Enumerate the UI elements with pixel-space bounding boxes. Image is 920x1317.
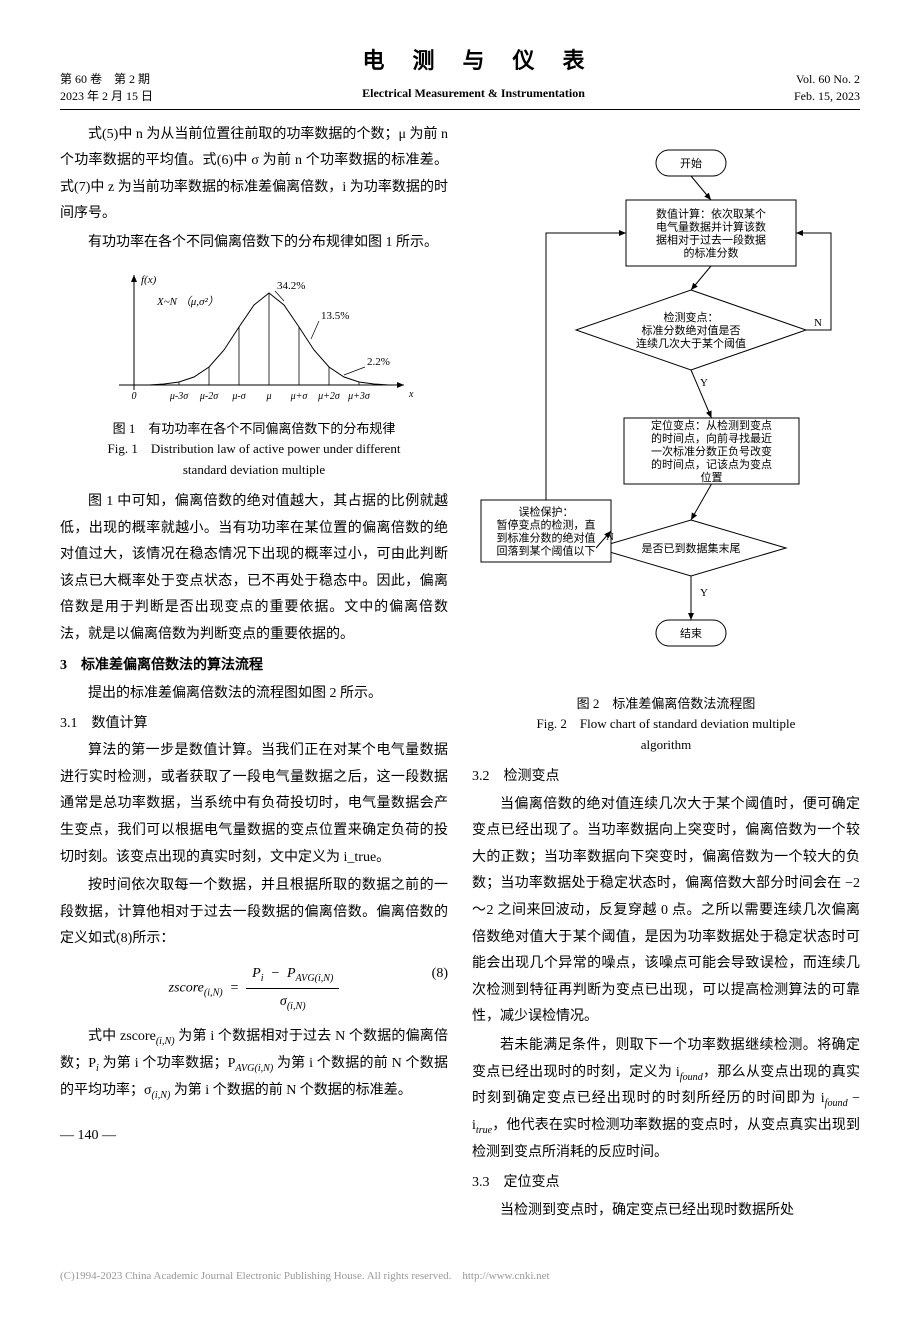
header-center: 电测与仪表 Electrical Measurement & Instrumen… <box>335 40 613 105</box>
normal-dist-chart: 0 μ-3σ μ-2σ μ-σ μ μ+σ μ+2σ μ+3σ x f(x) X~N （μ,σ²） 3… <box>89 265 419 415</box>
svg-text:μ+2σ: μ+2σ <box>317 391 341 402</box>
flowchart: 开始数值计算：依次取某个电气量数据并计算该数据相对于过去一段数据的标准分数检测变… <box>476 130 856 690</box>
fig2-caption-en-2: algorithm <box>472 735 860 756</box>
svg-text:34.2%: 34.2% <box>277 280 305 292</box>
svg-text:μ+σ: μ+σ <box>290 391 309 402</box>
svg-text:f(x): f(x) <box>141 274 157 286</box>
eq-var: σ <box>280 994 287 1009</box>
svg-text:N: N <box>814 317 822 329</box>
svg-text:的标准分数: 的标准分数 <box>684 245 739 259</box>
page-header: 第 60 卷 第 2 期 2023 年 2 月 15 日 电测与仪表 Elect… <box>60 40 860 110</box>
text-run: 为第 i 个数据的前 N 个数据的标准差。 <box>170 1083 412 1098</box>
subsection-3-1: 3.1 数值计算 <box>60 711 448 738</box>
svg-text:暂停变点的检测，直: 暂停变点的检测，直 <box>497 517 596 531</box>
copyright-footer: (C)1994-2023 China Academic Journal Elec… <box>60 1266 860 1287</box>
svg-text:据相对于过去一段数据: 据相对于过去一段数据 <box>656 232 766 246</box>
eq-sub: i <box>261 973 264 984</box>
figure-1: 0 μ-3σ μ-2σ μ-σ μ μ+σ μ+2σ μ+3σ x f(x) X~N （μ,σ²） 3… <box>60 265 448 481</box>
paragraph: 当检测到变点时，确定变点已经出现时数据所处 <box>472 1198 860 1225</box>
svg-text:结束: 结束 <box>680 627 702 640</box>
svg-text:开始: 开始 <box>680 156 702 170</box>
fig1-caption-cn: 图 1 有功功率在各个不同偏离倍数下的分布规律 <box>113 421 396 436</box>
equation-8: zscore(i,N) = Pi − PAVG(i,N) σ(i,N) (8) <box>60 961 448 1016</box>
svg-text:连续几次大于某个阈值: 连续几次大于某个阈值 <box>636 336 746 350</box>
svg-text:Y: Y <box>700 377 708 389</box>
journal-title-cn: 电测与仪表 <box>335 40 613 82</box>
subscript: (i,N) <box>156 1036 175 1047</box>
header-right: Vol. 60 No. 2 Feb. 15, 2023 <box>794 71 860 105</box>
section-3-title: 3 标准差偏离倍数法的算法流程 <box>60 653 448 680</box>
svg-text:x: x <box>408 389 414 400</box>
left-column: 式(5)中 n 为从当前位置往前取的功率数据的个数；μ 为前 n 个功率数据的平… <box>60 122 448 1227</box>
eq-number: (8) <box>432 961 448 988</box>
text-run: 算法的第一步是数值计算。当我们正在对某个电气量数据进行实时检测，或者获取了一段电… <box>60 743 448 864</box>
svg-text:的时间点，记该点为变点: 的时间点，记该点为变点 <box>651 457 772 471</box>
subscript: AVG(i,N) <box>235 1063 273 1074</box>
eq-sub: (i,N) <box>204 988 223 999</box>
text-run: ，他代表在实时检测功率数据的变点时，从变点真实出现到检测到变点所消耗的反应时间。 <box>472 1118 860 1160</box>
svg-text:位置: 位置 <box>701 470 723 484</box>
subsection-3-3: 3.3 定位变点 <box>472 1170 860 1197</box>
eq-sub: AVG(i,N) <box>296 973 334 984</box>
svg-text:μ-2σ: μ-2σ <box>199 391 219 402</box>
text-run: 为第 i 个功率数据；P <box>99 1056 236 1071</box>
eq-sub: (i,N) <box>287 1001 306 1012</box>
paragraph: 有功功率在各个不同偏离倍数下的分布规律如图 1 所示。 <box>60 230 448 257</box>
svg-text:μ: μ <box>265 391 271 402</box>
subscript: (i,N) <box>152 1090 171 1101</box>
svg-text:0: 0 <box>132 391 137 402</box>
subscript: found <box>680 1071 703 1082</box>
fig2-caption-cn: 图 2 标准差偏离倍数法流程图 <box>577 696 756 711</box>
svg-text:一次标准分数正负号改变: 一次标准分数正负号改变 <box>651 444 772 458</box>
date-en: Feb. 15, 2023 <box>794 88 860 105</box>
eq-lhs: zscore <box>169 981 204 996</box>
right-column: 开始数值计算：依次取某个电气量数据并计算该数据相对于过去一段数据的标准分数检测变… <box>472 122 860 1227</box>
svg-text:μ+3σ: μ+3σ <box>347 391 371 402</box>
svg-text:电气量数据并计算该数: 电气量数据并计算该数 <box>656 219 766 233</box>
svg-text:是否已到数据集末尾: 是否已到数据集末尾 <box>642 541 741 555</box>
svg-text:定位变点：从检测到变点: 定位变点：从检测到变点 <box>651 418 772 432</box>
svg-text:Y: Y <box>700 587 708 599</box>
eq-var: P <box>252 966 261 981</box>
paragraph: 算法的第一步是数值计算。当我们正在对某个电气量数据进行实时检测，或者获取了一段电… <box>60 738 448 871</box>
svg-text:到标准分数的绝对值: 到标准分数的绝对值 <box>497 530 596 544</box>
paragraph: 按时间依次取每一个数据，并且根据所取的数据之前的一段数据，计算他相对于过去一段数… <box>60 873 448 953</box>
paragraph: 式(5)中 n 为从当前位置往前取的功率数据的个数；μ 为前 n 个功率数据的平… <box>60 122 448 228</box>
date-cn: 2023 年 2 月 15 日 <box>60 88 153 105</box>
svg-text:N: N <box>606 531 614 543</box>
svg-text:13.5%: 13.5% <box>321 310 349 322</box>
subscript: true <box>476 1125 492 1136</box>
svg-text:2.2%: 2.2% <box>367 356 390 368</box>
svg-text:误检保护：: 误检保护： <box>519 504 574 518</box>
svg-text:X~N （μ,σ²）: X~N （μ,σ²） <box>156 295 219 308</box>
paragraph: 式中 zscore(i,N) 为第 i 个数据相对于过去 N 个数据的偏离倍数；… <box>60 1024 448 1105</box>
paragraph: 当偏离倍数的绝对值连续几次大于某个阈值时，便可确定变点已经出现了。当功率数据向上… <box>472 792 860 1031</box>
subscript: found <box>825 1098 848 1109</box>
svg-text:数值计算：依次取某个: 数值计算：依次取某个 <box>656 206 766 220</box>
paragraph: 图 1 中可知，偏离倍数的绝对值越大，其占据的比例就越低，出现的概率就越小。当有… <box>60 489 448 649</box>
svg-text:的时间点，向前寻找最近: 的时间点，向前寻找最近 <box>651 431 772 445</box>
journal-title-en: Electrical Measurement & Instrumentation <box>335 82 613 105</box>
eq-var: P <box>287 966 296 981</box>
page-number: — 140 — <box>60 1123 448 1150</box>
fig1-caption-en-1: Fig. 1 Distribution law of active power … <box>60 439 448 460</box>
header-left: 第 60 卷 第 2 期 2023 年 2 月 15 日 <box>60 71 153 105</box>
subsection-3-2: 3.2 检测变点 <box>472 764 860 791</box>
svg-text:μ-3σ: μ-3σ <box>169 391 189 402</box>
paragraph: 若未能满足条件，则取下一个功率数据继续检测。将确定变点已经出现时的时刻，定义为 … <box>472 1033 860 1167</box>
svg-text:回落到某个阈值以下: 回落到某个阈值以下 <box>497 543 596 557</box>
fig2-caption-en-1: Fig. 2 Flow chart of standard deviation … <box>472 714 860 735</box>
svg-text:标准分数绝对值是否: 标准分数绝对值是否 <box>642 323 741 337</box>
text-run: 式中 zscore <box>88 1029 156 1044</box>
fig1-caption-en-2: standard deviation multiple <box>60 460 448 481</box>
svg-text:μ-σ: μ-σ <box>231 391 246 402</box>
volume-cn: 第 60 卷 第 2 期 <box>60 71 153 88</box>
svg-text:检测变点：: 检测变点： <box>664 310 719 324</box>
paragraph: 提出的标准差偏离倍数法的流程图如图 2 所示。 <box>60 681 448 708</box>
figure-2: 开始数值计算：依次取某个电气量数据并计算该数据相对于过去一段数据的标准分数检测变… <box>472 130 860 756</box>
volume-en: Vol. 60 No. 2 <box>794 71 860 88</box>
